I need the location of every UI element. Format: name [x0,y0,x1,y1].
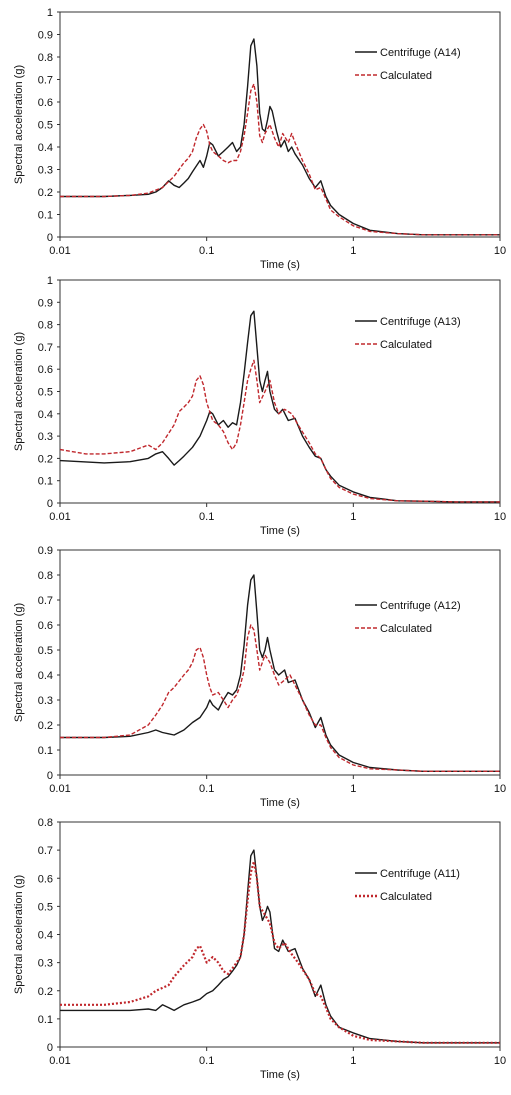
chart-2-y-tick-label: 0.6 [38,364,53,376]
chart-3-y-tick-label: 0.9 [38,545,53,557]
chart-3-y-tick-label: 0.6 [38,620,53,632]
chart-2-y-tick-label: 0.5 [38,387,53,399]
chart-4-y-tick-label: 0.3 [38,958,53,970]
chart-3-y-tick-label: 0.7 [38,595,53,607]
chart-4-y-tick-label: 0.7 [38,845,53,857]
chart-2-x-tick-label: 10 [494,511,506,523]
chart-3-series-centrifuge-line [60,574,500,772]
chart-3-x-axis-label: Time (s) [260,797,300,809]
chart-1-y-tick-label: 0.5 [38,120,53,132]
chart-3-y-axis-label: Spectral acceleration (g) [13,603,25,722]
chart-1-x-tick-label: 1 [350,245,356,257]
chart-2-legend-label-2: Calculated [380,339,432,351]
chart-1: 0 0.1 0.2 0.3 0.4 0.5 0.6 0.7 0.8 0.9 1 0.01 0.1 1 10 T… [13,7,506,271]
chart-1-x-axis-label: Time (s) [260,259,300,271]
chart-3-series-calculated-line [60,624,500,772]
chart-3-y-tick-label: 0.4 [38,670,53,682]
chart-2-x-tick-label: 0.01 [49,511,70,523]
chart-1-y-tick-label: 1 [47,7,53,19]
chart-1-legend-label-2: Calculated [380,70,432,82]
chart-2-legend: Centrifuge (A13) Calculated [355,316,461,351]
chart-1-x-tick-label: 10 [494,245,506,257]
chart-2-y-tick-label: 0.4 [38,409,53,421]
chart-3-x-tick-label: 10 [494,783,506,795]
chart-4-x-tick-label: 0.1 [199,1055,214,1067]
chart-1-y-tick-label: 0.8 [38,52,53,64]
chart-4-y-tick-label: 0.2 [38,986,53,998]
chart-2-x-tick-label: 0.1 [199,511,214,523]
chart-1-y-tick-label: 0.4 [38,142,53,154]
chart-4-y-tick-label: 0 [47,1042,53,1054]
chart-4-x-axis-label: Time (s) [260,1069,300,1081]
chart-2-y-tick-label: 0 [47,498,53,510]
chart-1-y-tick-label: 0 [47,232,53,244]
chart-4-y-tick-label: 0.8 [38,817,53,829]
chart-4-legend: Centrifuge (A11) Calculated [355,868,460,903]
chart-2-y-tick-label: 0.8 [38,320,53,332]
chart-2-x-tick-label: 1 [350,511,356,523]
chart-4-series-calculated-line [60,860,500,1044]
chart-1-y-tick-label: 0.3 [38,165,53,177]
chart-3-x-tick-label: 1 [350,783,356,795]
chart-2: 0 0.1 0.2 0.3 0.4 0.5 0.6 0.7 0.8 0.9 1 0.01 0.1 1 10 T… [13,275,506,537]
chart-1-y-tick-label: 0.2 [38,187,53,199]
chart-1-x-tick-label: 0.1 [199,245,214,257]
chart-4-y-tick-label: 0.6 [38,873,53,885]
chart-4-legend-label-2: Calculated [380,891,432,903]
chart-2-y-tick-label: 0.1 [38,476,53,488]
chart-4-series-centrifuge-line [60,849,500,1044]
chart-1-y-tick-label: 0.7 [38,75,53,87]
chart-3-legend-label-2: Calculated [380,623,432,635]
chart-4-x-tick-label: 0.01 [49,1055,70,1067]
chart-1-series-centrifuge-line [60,38,500,236]
chart-4-y-tick-label: 0.4 [38,930,53,942]
chart-1-legend: Centrifuge (A14) Calculated [355,47,461,82]
chart-1-y-tick-label: 0.1 [38,210,53,222]
chart-2-y-tick-label: 0.3 [38,431,53,443]
chart-4-y-tick-label: 0.1 [38,1014,53,1026]
chart-1-legend-label-1: Centrifuge (A14) [380,47,461,59]
chart-2-y-tick-label: 0.9 [38,297,53,309]
chart-2-x-axis-label: Time (s) [260,525,300,537]
chart-4-plot-frame [59,821,501,1048]
chart-3-y-tick-label: 0.2 [38,720,53,732]
chart-3-y-tick-label: 0.3 [38,695,53,707]
chart-1-plot-frame [59,11,501,238]
chart-1-series-calculated-line [60,83,500,236]
chart-2-legend-label-1: Centrifuge (A13) [380,316,461,328]
chart-1-x-tick-label: 0.01 [49,245,70,257]
chart-4-x-tick-label: 10 [494,1055,506,1067]
chart-3: 0 0.1 0.2 0.3 0.4 0.5 0.6 0.7 0.8 0.9 0.01 0.1 1 10 Ti… [13,545,506,809]
chart-3-y-tick-label: 0 [47,770,53,782]
chart-3-legend-label-1: Centrifuge (A12) [380,600,461,612]
chart-1-y-tick-label: 0.9 [38,30,53,42]
chart-3-legend: Centrifuge (A12) Calculated [355,600,461,635]
chart-4-y-tick-label: 0.5 [38,901,53,913]
chart-2-series-calculated-line [59,359,500,503]
chart-2-y-tick-label: 1 [47,275,53,287]
chart-4-x-tick-label: 1 [350,1055,356,1067]
chart-2-y-tick-label: 0.7 [38,342,53,354]
chart-2-y-axis-label: Spectral acceleration (g) [13,332,25,451]
chart-4: 0 0.1 0.2 0.3 0.4 0.5 0.6 0.7 0.8 0.01 0.1 1 10 Time … [13,817,506,1081]
chart-3-x-tick-label: 0.01 [49,783,70,795]
chart-1-y-tick-label: 0.6 [38,97,53,109]
chart-2-series-centrifuge-line [59,310,500,503]
chart-3-x-tick-label: 0.1 [199,783,214,795]
chart-3-y-tick-label: 0.1 [38,745,53,757]
chart-1-y-axis-label: Spectral acceleration (g) [13,65,25,184]
chart-3-plot-frame [59,549,501,776]
chart-3-y-tick-label: 0.5 [38,645,53,657]
chart-2-plot-frame [59,279,501,504]
chart-4-y-axis-label: Spectral acceleration (g) [13,875,25,994]
chart-4-legend-label-1: Centrifuge (A11) [380,868,460,880]
chart-2-y-tick-label: 0.2 [38,453,53,465]
chart-3-y-tick-label: 0.8 [38,570,53,582]
